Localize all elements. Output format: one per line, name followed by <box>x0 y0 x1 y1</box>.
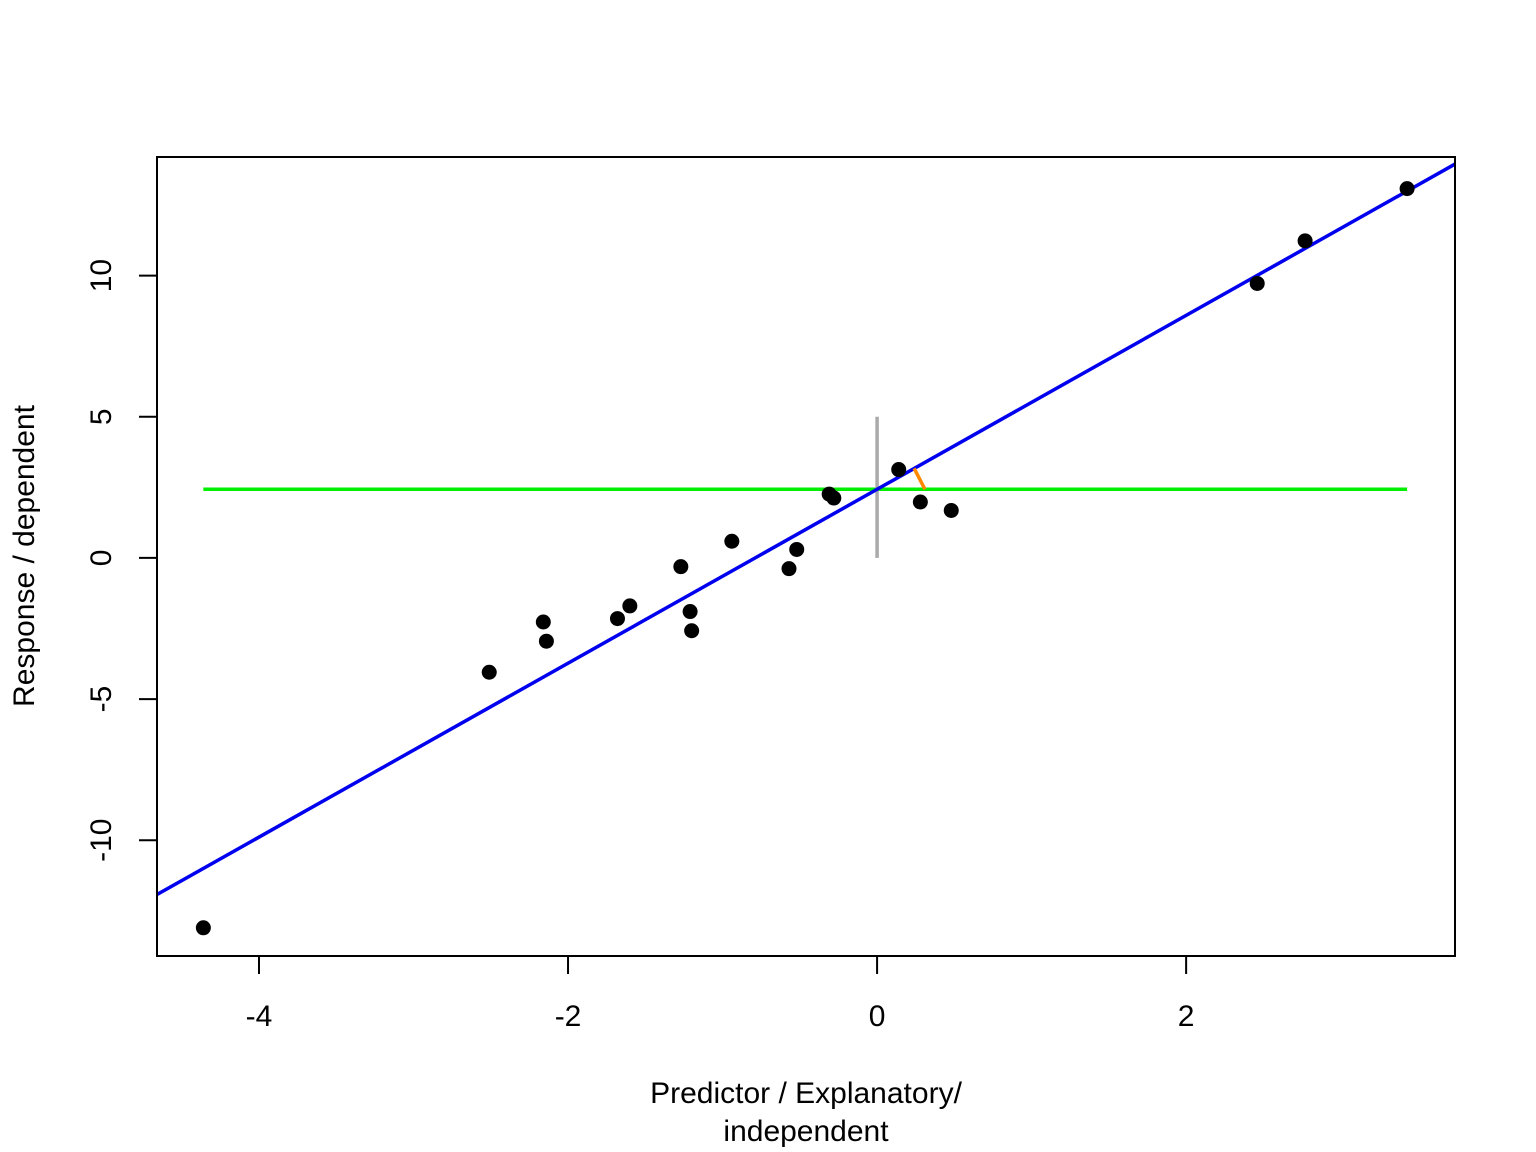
x-axis-title-line-2: independent <box>723 1115 889 1148</box>
data-point-17 <box>943 502 959 518</box>
data-point-12 <box>789 541 805 557</box>
data-point-6 <box>622 598 638 614</box>
data-point-10 <box>724 533 740 549</box>
y-tick-label-1: -5 <box>85 686 118 713</box>
y-axis: -10 -5 0 5 10 <box>85 259 158 862</box>
data-point-4 <box>538 633 554 649</box>
data-point-8 <box>682 604 698 620</box>
data-point-19 <box>1297 233 1313 249</box>
y-tick-label-2: 0 <box>85 550 118 567</box>
x-axis: -4 -2 0 2 <box>246 955 1195 1033</box>
x-tick-label-0: -4 <box>246 1000 273 1033</box>
x-tick-label-3: 2 <box>1178 1000 1195 1033</box>
data-point-7 <box>673 559 689 575</box>
x-tick-label-2: 0 <box>869 1000 886 1033</box>
x-tick-label-1: -2 <box>555 1000 582 1033</box>
data-point-20 <box>1399 181 1415 197</box>
y-tick-label-0: -10 <box>85 819 118 862</box>
x-axis-title-line-1: Predictor / Explanatory/ <box>650 1077 962 1110</box>
data-point-5 <box>609 611 625 627</box>
regression-line <box>157 162 1455 897</box>
data-point-18 <box>1249 275 1265 291</box>
data-point-14 <box>826 490 842 506</box>
plot-layer <box>157 162 1455 936</box>
y-tick-label-4: 10 <box>85 259 118 292</box>
y-tick-label-3: 5 <box>85 408 118 425</box>
data-point-3 <box>535 614 551 630</box>
data-point-2 <box>481 664 497 680</box>
data-point-9 <box>684 623 700 639</box>
residual-segment <box>912 467 927 491</box>
data-point-15 <box>891 462 907 478</box>
data-point-11 <box>781 561 797 577</box>
data-point-16 <box>912 494 928 510</box>
y-axis-title: Response / dependent <box>8 404 41 707</box>
data-point-1 <box>195 920 211 936</box>
